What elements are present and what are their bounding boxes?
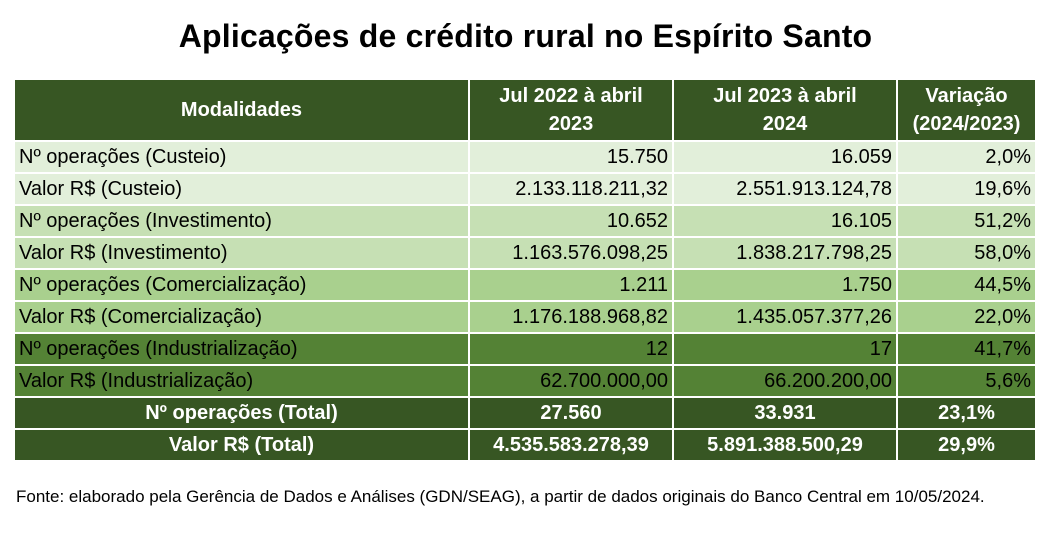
source-note: Fonte: elaborado pela Gerência de Dados … [16,487,985,506]
total-variation-value: 29,9% [896,428,1037,462]
row-label: Nº operações (Industrialização) [13,332,470,366]
period2-value: 1.750 [672,268,898,302]
variation-value: 19,6% [896,172,1037,206]
period1-value: 62.700.000,00 [468,364,674,398]
variation-value: 51,2% [896,204,1037,238]
period1-value: 10.652 [468,204,674,238]
header-modalidades: Modalidades [13,78,470,142]
header-period-2: Jul 2023 à abril 2024 [672,78,898,142]
period1-value: 15.750 [468,140,674,174]
total-label: Valor R$ (Total) [13,428,470,462]
variation-value: 41,7% [896,332,1037,366]
period1-value: 1.211 [468,268,674,302]
row-label: Nº operações (Investimento) [13,204,470,238]
table-row: Valor R$ (Custeio) 2.133.118.211,32 2.55… [13,172,1037,206]
period2-value: 1.435.057.377,26 [672,300,898,334]
total-label: Nº operações (Total) [13,396,470,430]
table-row: Valor R$ (Investimento) 1.163.576.098,25… [13,236,1037,270]
table-row: Nº operações (Custeio) 15.750 16.059 2,0… [13,140,1037,174]
credit-table: Modalidades Jul 2022 à abril 2023 Jul 202… [13,78,1037,462]
table-row: Valor R$ (Comercialização) 1.176.188.968… [13,300,1037,334]
total-period1-value: 27.560 [468,396,674,430]
variation-value: 44,5% [896,268,1037,302]
variation-value: 22,0% [896,300,1037,334]
total-row: Nº operações (Total) 27.560 33.931 23,1% [13,396,1037,430]
row-label: Valor R$ (Investimento) [13,236,470,270]
header-variation: Variação (2024/2023) [896,78,1037,142]
total-period1-value: 4.535.583.278,39 [468,428,674,462]
table-row: Nº operações (Industrialização) 12 17 41… [13,332,1037,366]
header-row: Modalidades Jul 2022 à abril 2023 Jul 202… [13,78,1037,142]
period1-value: 1.163.576.098,25 [468,236,674,270]
period2-value: 16.105 [672,204,898,238]
total-row: Valor R$ (Total) 4.535.583.278,39 5.891.… [13,428,1037,462]
period2-value: 2.551.913.124,78 [672,172,898,206]
period1-value: 1.176.188.968,82 [468,300,674,334]
variation-value: 58,0% [896,236,1037,270]
row-label: Valor R$ (Comercialização) [13,300,470,334]
variation-value: 5,6% [896,364,1037,398]
table-row: Nº operações (Comercialização) 1.211 1.7… [13,268,1037,302]
period1-value: 2.133.118.211,32 [468,172,674,206]
header-period-1: Jul 2022 à abril 2023 [468,78,674,142]
period2-value: 17 [672,332,898,366]
total-variation-value: 23,1% [896,396,1037,430]
period2-value: 1.838.217.798,25 [672,236,898,270]
variation-value: 2,0% [896,140,1037,174]
period2-value: 16.059 [672,140,898,174]
total-period2-value: 5.891.388.500,29 [672,428,898,462]
period2-value: 66.200.200,00 [672,364,898,398]
row-label: Valor R$ (Industrialização) [13,364,470,398]
row-label: Nº operações (Custeio) [13,140,470,174]
row-label: Nº operações (Comercialização) [13,268,470,302]
table-row: Nº operações (Investimento) 10.652 16.10… [13,204,1037,238]
row-label: Valor R$ (Custeio) [13,172,470,206]
total-period2-value: 33.931 [672,396,898,430]
table-row: Valor R$ (Industrialização) 62.700.000,0… [13,364,1037,398]
page-title: Aplicações de crédito rural no Espírito … [178,18,873,54]
period1-value: 12 [468,332,674,366]
